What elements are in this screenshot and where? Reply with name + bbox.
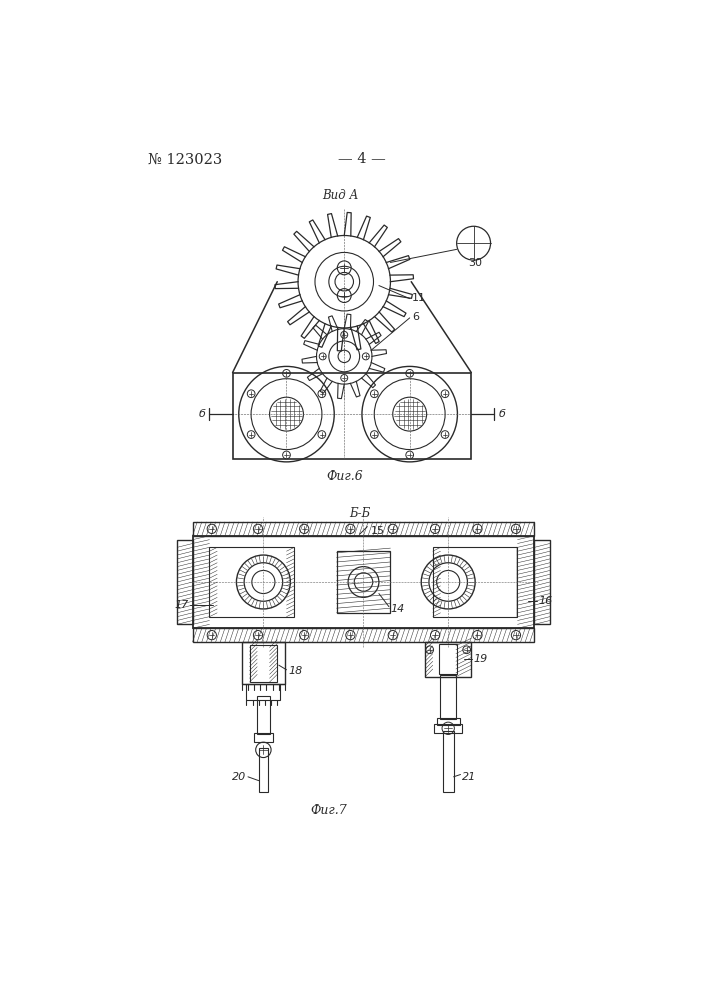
Text: б: б [199,409,206,419]
Text: 19: 19 [474,654,488,664]
Text: 14: 14 [390,604,404,614]
Bar [254,733,273,742]
Bar [192,522,534,536]
Text: Фиг.6: Фиг.6 [326,470,363,483]
Text: 18: 18 [288,666,303,676]
Text: 17: 17 [175,600,189,610]
Bar [440,675,456,719]
Bar [242,642,285,684]
Bar [247,684,281,700]
Text: Вид А: Вид А [322,189,358,202]
Bar [425,642,472,677]
Text: 6: 6 [412,312,419,322]
Bar [192,628,534,642]
Text: 15: 15 [371,526,385,536]
Bar [443,731,454,792]
Text: б: б [498,409,505,419]
Text: 20: 20 [232,772,247,782]
Bar [177,540,192,624]
Bar [257,696,269,734]
Bar [250,645,277,682]
Text: № 123023: № 123023 [148,152,222,166]
Bar [433,547,518,617]
Bar [259,748,268,792]
Bar [209,547,294,617]
Text: 21: 21 [462,772,477,782]
Text: 30: 30 [468,258,482,268]
Text: 11: 11 [412,293,426,303]
Bar [437,718,460,725]
Text: Б-Б: Б-Б [349,507,370,520]
Bar [534,540,550,624]
Text: Фиг.7: Фиг.7 [310,804,347,817]
Bar [439,644,457,674]
Bar [337,551,390,613]
Text: — 4 —: — 4 — [338,152,386,166]
Bar [192,536,534,628]
Bar [233,373,472,459]
Text: 16: 16 [538,596,553,606]
Bar [434,724,462,733]
